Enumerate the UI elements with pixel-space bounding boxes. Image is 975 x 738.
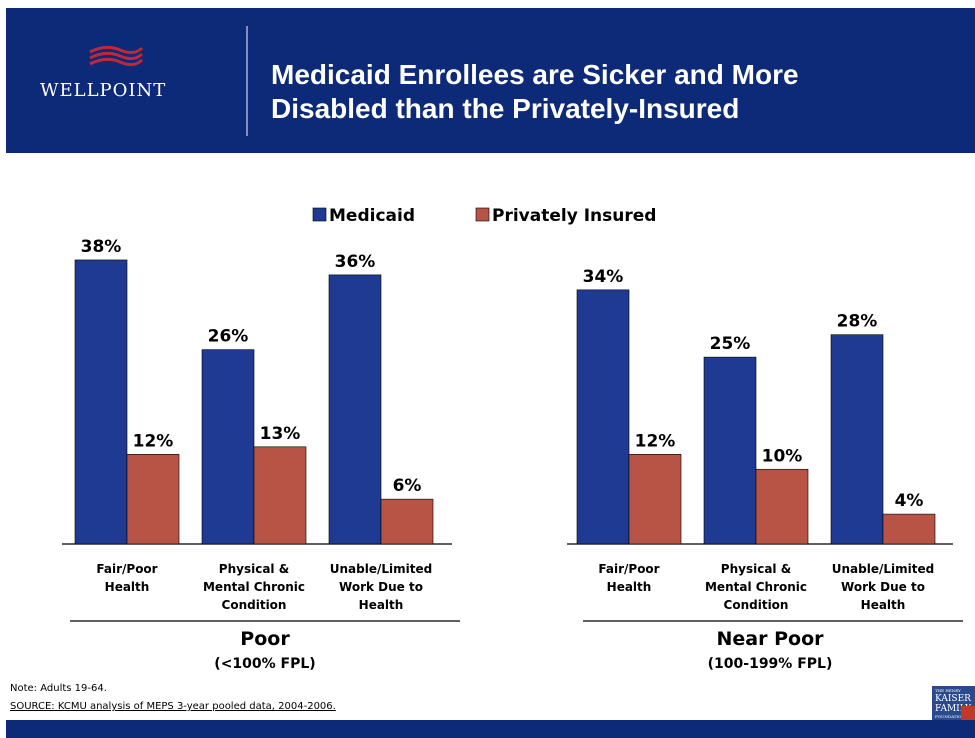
footer-bar <box>6 720 975 738</box>
source-text: SOURCE: KCMU analysis of MEPS 3-year poo… <box>10 701 336 712</box>
bar-medicaid <box>201 349 255 545</box>
data-label: 12% <box>133 431 174 451</box>
bar-medicaid <box>328 274 382 545</box>
data-label: 25% <box>710 334 751 354</box>
category-label: Condition <box>222 598 287 612</box>
legend-label: Medicaid <box>329 206 415 226</box>
legend-label: Privately Insured <box>492 206 656 226</box>
bar-medicaid <box>74 259 128 545</box>
group-sublabel: (100-199% FPL) <box>708 656 833 672</box>
data-label: 38% <box>81 237 122 257</box>
category-label: Unable/Limited <box>330 562 432 576</box>
title-line-1: Medicaid Enrollees are Sicker and More <box>271 59 799 90</box>
group-label: Near Poor <box>717 628 825 650</box>
data-label: 12% <box>635 431 676 451</box>
kff-logo-line: FOUNDATION <box>935 714 965 719</box>
legend-swatch <box>475 207 490 222</box>
header-divider <box>246 26 248 136</box>
data-label: 6% <box>393 476 422 496</box>
category-label: Fair/Poor <box>96 562 157 576</box>
category-label: Physical & <box>219 562 289 576</box>
bar-medicaid <box>703 356 757 545</box>
bar-privately-insured <box>126 453 180 545</box>
data-label: 28% <box>837 312 878 332</box>
category-label: Work Due to <box>339 580 423 594</box>
category-label: Health <box>359 598 404 612</box>
data-label: 36% <box>335 252 376 272</box>
data-label: 4% <box>895 491 924 511</box>
data-label: 13% <box>260 424 301 444</box>
data-label: 10% <box>762 446 803 466</box>
kff-logo-line: FAMILY <box>935 704 972 714</box>
bar-privately-insured <box>628 453 682 545</box>
category-label: Fair/Poor <box>598 562 659 576</box>
category-label: Mental Chronic <box>203 580 305 594</box>
kff-logo-line: THE HENRY <box>935 688 961 693</box>
category-label: Condition <box>724 598 789 612</box>
wellpoint-logo: WELLPOINT <box>40 80 167 101</box>
category-label: Mental Chronic <box>705 580 807 594</box>
group-sublabel: (<100% FPL) <box>214 656 315 672</box>
kff-logo-accent <box>961 706 975 720</box>
category-label: Health <box>607 580 652 594</box>
bar-privately-insured <box>755 468 809 545</box>
category-label: Unable/Limited <box>832 562 934 576</box>
category-label: Health <box>861 598 906 612</box>
kff-logo: THE HENRY KAISER FAMILY FOUNDATION <box>932 686 975 720</box>
data-label: 26% <box>208 327 249 347</box>
bar-privately-insured <box>253 446 307 545</box>
slide-header: WELLPOINT Medicaid Enrollees are Sicker … <box>6 8 975 153</box>
legend-swatch <box>312 207 327 222</box>
title-line-2: Disabled than the Privately-Insured <box>271 93 740 124</box>
kff-logo-line: KAISER <box>935 694 971 704</box>
bar-privately-insured <box>380 498 434 545</box>
category-label: Health <box>105 580 150 594</box>
note-text: Note: Adults 19-64. <box>10 683 107 694</box>
slide-title: Medicaid Enrollees are Sicker and More D… <box>271 58 961 126</box>
bar-chart: 38% 12% Fair/Poor Health 26% 13% Physical & Men… <box>62 206 963 672</box>
group-label: Poor <box>240 628 290 650</box>
category-label: Physical & <box>721 562 791 576</box>
wellpoint-flag-icon <box>89 45 144 67</box>
bar-privately-insured <box>882 513 936 545</box>
bar-medicaid <box>830 334 884 545</box>
data-label: 34% <box>583 267 624 287</box>
category-label: Work Due to <box>841 580 925 594</box>
bar-medicaid <box>576 289 630 545</box>
